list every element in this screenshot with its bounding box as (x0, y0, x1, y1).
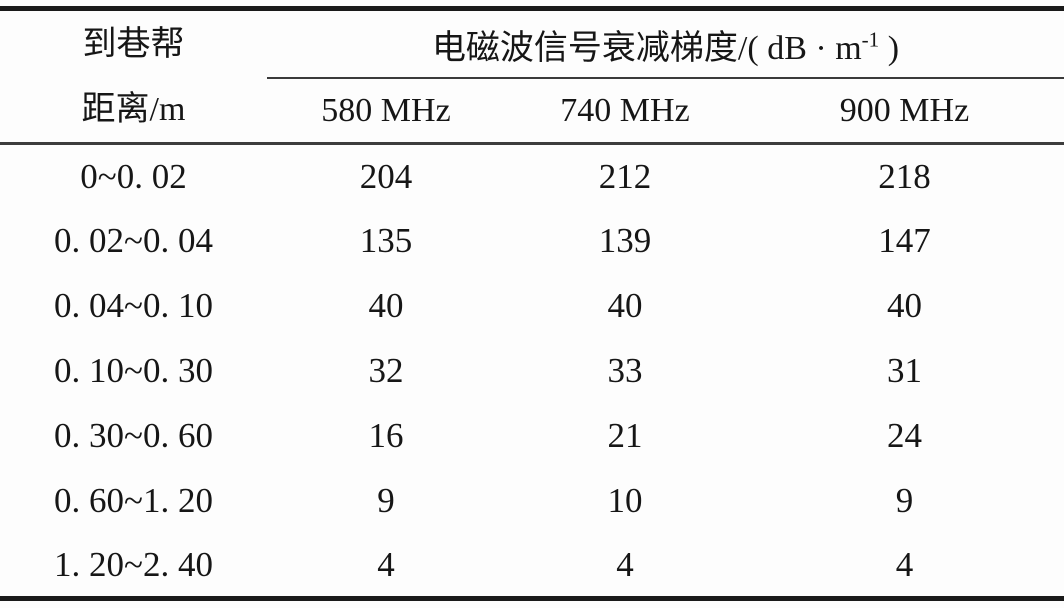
span-header-text: 电磁波信号衰减梯度/( dB · m (431, 29, 862, 67)
value-580mhz: 32 (368, 351, 404, 390)
stub-header-line1: 到巷帮 (82, 26, 185, 63)
distance-range: 0. 10~0. 30 (54, 351, 213, 390)
value-900mhz: 9 (895, 481, 914, 520)
value-740mhz: 139 (598, 221, 652, 260)
column-header-580mhz: 580 MHz (267, 78, 505, 145)
value-740mhz: 33 (607, 351, 643, 390)
value-580mhz: 9 (377, 481, 395, 520)
header-row-2: 580 MHz 740 MHz 900 MHz (0, 78, 1064, 145)
span-header-exponent: -1 (861, 27, 880, 52)
value-580mhz: 204 (359, 156, 413, 196)
table-row: 1. 20~2. 40 4 4 4 (0, 534, 1064, 599)
value-580mhz: 16 (368, 416, 404, 455)
span-header-cell: 电磁波信号衰减梯度/( dB · m-1 ) (267, 8, 1064, 79)
attenuation-gradient-table: 到巷帮 距离/m 电磁波信号衰减梯度/( dB · m-1 ) 580 MHz … (0, 6, 1064, 601)
span-header-close: ) (879, 29, 900, 67)
table-row: 0. 30~0. 60 16 21 24 (0, 404, 1064, 469)
distance-range: 0. 60~1. 20 (54, 481, 213, 520)
value-900mhz: 218 (878, 156, 931, 196)
value-900mhz: 31 (887, 351, 922, 390)
value-740mhz: 10 (607, 481, 643, 520)
distance-range: 1. 20~2. 40 (54, 544, 213, 584)
value-740mhz: 4 (616, 544, 634, 584)
value-900mhz: 40 (887, 286, 922, 325)
value-740mhz: 21 (607, 416, 643, 455)
table-row: 0. 60~1. 20 9 10 9 (0, 469, 1064, 534)
header-row-1: 到巷帮 距离/m 电磁波信号衰减梯度/( dB · m-1 ) (0, 8, 1064, 145)
column-header-900mhz: 900 MHz (745, 78, 1064, 145)
stub-header-line2: 距离/m (81, 91, 186, 128)
column-header-740mhz: 740 MHz (505, 78, 745, 145)
distance-range: 0. 02~0. 04 (54, 221, 213, 260)
value-900mhz: 24 (887, 416, 922, 455)
distance-range: 0. 04~0. 10 (54, 286, 213, 325)
value-740mhz: 40 (607, 286, 643, 325)
table-row: 0. 04~0. 10 40 40 40 (0, 274, 1064, 339)
table-row: 0. 02~0. 04 135 139 147 (0, 209, 1064, 274)
distance-range: 0~0. 02 (80, 156, 187, 196)
value-900mhz: 147 (878, 221, 931, 260)
value-900mhz: 4 (895, 544, 914, 584)
stub-header-cell: 到巷帮 距离/m (0, 8, 267, 145)
value-740mhz: 212 (598, 156, 652, 196)
value-580mhz: 4 (377, 544, 395, 584)
table-row: 0~0. 02 204 212 218 (0, 144, 1064, 209)
value-580mhz: 40 (368, 286, 404, 325)
value-580mhz: 135 (359, 221, 413, 260)
table-row: 0. 10~0. 30 32 33 31 (0, 339, 1064, 404)
distance-range: 0. 30~0. 60 (54, 416, 213, 455)
